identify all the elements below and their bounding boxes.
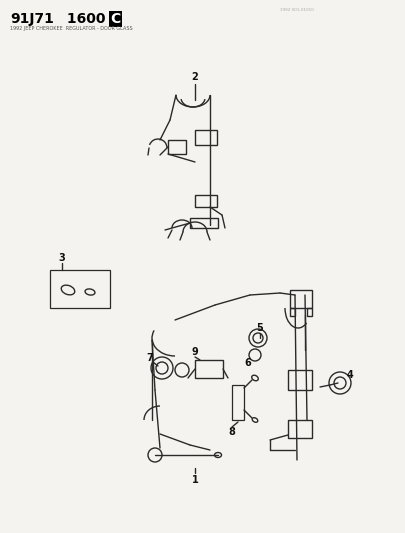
- Text: 8: 8: [228, 427, 235, 437]
- Text: 7: 7: [146, 353, 153, 363]
- Bar: [50, 270, 110, 308]
- Bar: [289, 290, 311, 308]
- Text: 9: 9: [191, 347, 198, 357]
- Text: C: C: [110, 12, 120, 26]
- Bar: [190, 218, 217, 228]
- Text: 5: 5: [256, 323, 263, 333]
- Text: 1992 001-01010: 1992 001-01010: [279, 8, 313, 12]
- Text: 3: 3: [58, 253, 65, 263]
- Bar: [306, 308, 311, 316]
- Bar: [168, 140, 185, 154]
- Bar: [287, 420, 311, 438]
- Bar: [194, 130, 216, 145]
- Text: 1992 JEEP CHEROKEE  REGULATOR - DOOR GLASS: 1992 JEEP CHEROKEE REGULATOR - DOOR GLAS…: [10, 26, 132, 31]
- Bar: [194, 195, 216, 207]
- Text: 1: 1: [191, 475, 198, 485]
- Bar: [194, 360, 222, 378]
- Text: 1600: 1600: [62, 12, 110, 26]
- Bar: [287, 370, 311, 390]
- Text: 6: 6: [244, 358, 251, 368]
- Text: 2: 2: [191, 72, 198, 82]
- Bar: [231, 385, 243, 420]
- Text: 4: 4: [346, 370, 352, 380]
- Text: 91J71: 91J71: [10, 12, 54, 26]
- Bar: [289, 308, 294, 316]
